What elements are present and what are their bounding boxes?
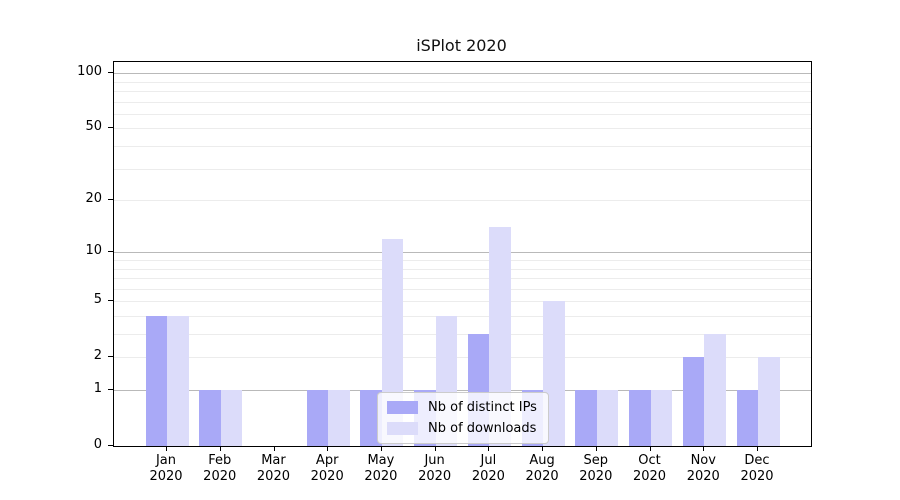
x-tick-label: Mar 2020 (256, 453, 290, 484)
minor-gridline (114, 168, 811, 170)
x-tick-mark (595, 446, 597, 451)
bar-downloads (489, 227, 511, 446)
x-tick-label: Dec 2020 (740, 453, 774, 484)
minor-gridline (114, 288, 811, 290)
x-tick-label: Nov 2020 (686, 453, 720, 484)
minor-gridline (114, 101, 811, 103)
minor-gridline (114, 146, 811, 147)
x-tick-label: May 2020 (364, 453, 398, 484)
minor-gridline (114, 301, 811, 303)
y-tick-label: 20 (85, 191, 102, 207)
minor-gridline (114, 200, 811, 202)
x-tick-mark (273, 446, 275, 451)
x-tick-label: Jun 2020 (418, 453, 452, 484)
bar-distinct-ips (575, 390, 597, 446)
bar-distinct-ips (736, 390, 758, 446)
y-tick-label: 50 (85, 119, 102, 135)
y-tick-mark (108, 199, 113, 201)
y-tick-label: 5 (93, 292, 102, 308)
legend: Nb of distinct IPs Nb of downloads (377, 392, 549, 444)
x-tick-mark (703, 446, 705, 451)
x-tick-mark (327, 446, 329, 451)
legend-swatch-distinct-ips (387, 401, 418, 414)
x-tick-mark (649, 446, 651, 451)
legend-label-downloads: Nb of downloads (428, 421, 537, 436)
y-tick-mark (108, 356, 113, 358)
y-tick-label: 10 (85, 243, 102, 259)
chart-title: iSPlot 2020 (416, 36, 507, 55)
legend-item-downloads: Nb of downloads (387, 420, 537, 437)
y-tick-mark (108, 127, 113, 129)
minor-gridline (114, 334, 811, 335)
x-tick-mark (542, 446, 544, 451)
bar-distinct-ips (145, 316, 167, 446)
minor-gridline (114, 81, 811, 83)
x-tick-mark (757, 446, 758, 451)
major-gridline (114, 390, 811, 391)
minor-gridline (114, 316, 811, 317)
y-tick-label: 100 (77, 64, 102, 80)
bar-downloads (596, 390, 619, 446)
bar-distinct-ips (306, 390, 329, 446)
bar-distinct-ips (629, 390, 651, 446)
bar-downloads (650, 390, 672, 446)
y-tick-label: 2 (93, 348, 102, 364)
y-tick-mark (108, 300, 113, 302)
bar-distinct-ips (682, 357, 705, 446)
legend-item-distinct-ips: Nb of distinct IPs (387, 399, 537, 416)
x-tick-label: Feb 2020 (203, 453, 237, 484)
major-gridline (114, 73, 811, 75)
y-tick-mark (108, 72, 113, 74)
y-tick-mark (108, 389, 113, 390)
minor-gridline (114, 113, 811, 115)
y-tick-label: 1 (93, 381, 102, 396)
x-tick-mark (434, 446, 436, 451)
minor-gridline (114, 260, 811, 261)
x-tick-mark (380, 446, 382, 451)
x-tick-label: Aug 2020 (525, 453, 559, 484)
y-tick-label: 0 (93, 437, 102, 452)
minor-gridline (114, 91, 811, 92)
legend-label-distinct-ips: Nb of distinct IPs (428, 400, 537, 415)
x-tick-label: Jan 2020 (149, 453, 183, 484)
minor-gridline (114, 268, 811, 270)
bar-downloads (167, 316, 189, 446)
bar-downloads (220, 390, 243, 446)
x-tick-label: Sep 2020 (579, 453, 613, 484)
bar-downloads (758, 357, 780, 446)
bar-distinct-ips (360, 390, 382, 446)
major-gridline (114, 252, 811, 254)
x-tick-label: Apr 2020 (310, 453, 344, 484)
bar-downloads (328, 390, 350, 446)
minor-gridline (114, 128, 811, 130)
bar-downloads (704, 334, 726, 446)
x-tick-mark (219, 446, 221, 451)
y-tick-mark (108, 445, 113, 446)
x-tick-label: Oct 2020 (632, 453, 667, 484)
minor-gridline (114, 357, 811, 359)
legend-swatch-downloads (387, 422, 418, 435)
x-tick-mark (166, 446, 167, 451)
bar-distinct-ips (199, 390, 221, 446)
plot-area (113, 61, 812, 447)
y-tick-mark (108, 251, 113, 253)
minor-gridline (114, 278, 811, 279)
x-tick-mark (488, 446, 490, 451)
x-tick-label: Jul 2020 (471, 453, 505, 484)
